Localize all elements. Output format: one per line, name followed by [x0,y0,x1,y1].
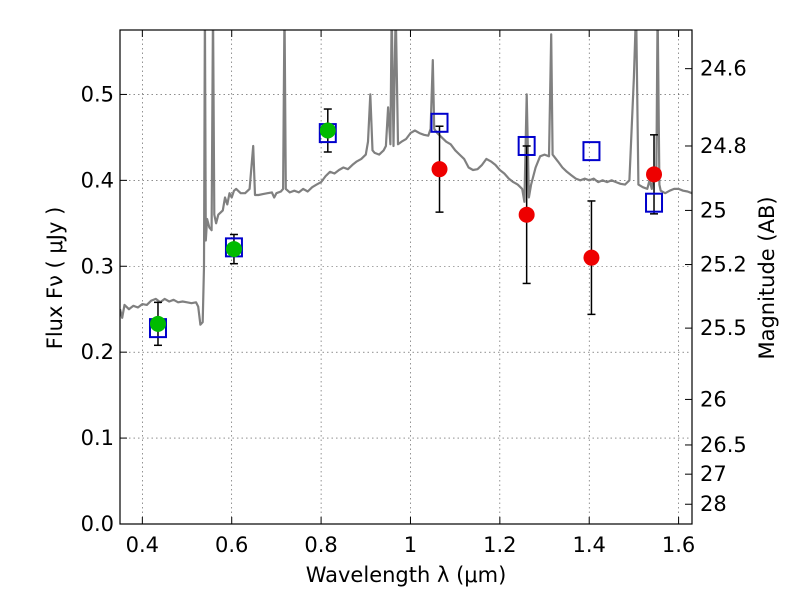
mag-tick-label: 24.8 [700,134,747,158]
plot-frame [119,29,693,525]
y-tick-label: 0.5 [81,82,114,106]
optical-data-point [225,241,242,258]
mag-tick-label: 26.5 [700,433,747,457]
mag-tick-label: 24.6 [700,57,747,81]
mag-tick-label: 25 [700,198,727,222]
y-tick-label: 0.2 [81,340,114,364]
y-tick-label: 0.1 [81,426,114,450]
y-tick-label: 0.0 [81,512,114,536]
x-tick-label: 1.6 [662,533,695,557]
mag-tick-label: 25.2 [700,253,747,277]
y-axis-label: Flux Fν ( μJy ) [43,207,67,350]
x-tick-label: 0.6 [215,533,248,557]
axes-layer: 0.4 0.6 0.8 1 1.2 1.4 1.6 0.0 0.1 0.2 0.3 0.4 0.5 24.… [81,29,747,557]
right-axis-label: Magnitude (AB) [755,196,779,359]
nir-data-point [646,166,663,183]
x-tick-label: 1 [404,533,417,557]
mag-tick-label: 27 [700,462,727,486]
x-tick-label: 0.4 [126,533,159,557]
x-tick-label: 1.2 [483,533,516,557]
y-tick-label: 0.3 [81,254,114,278]
model-photometry-square [582,141,601,162]
nir-data-point [583,249,600,266]
nir-data-point [431,161,448,178]
spectrum-line [120,30,692,326]
nir-data-point [518,206,535,223]
model-photometry-square [645,192,664,213]
x-tick-label: 0.8 [304,533,337,557]
optical-data-point [319,122,336,139]
x-tick-label: 1.4 [573,533,606,557]
y-tick-label: 0.4 [81,168,114,192]
mag-tick-label: 25.5 [700,316,747,340]
model-photometry-square [517,135,536,156]
optical-data-point [149,315,166,332]
x-axis-label: Wavelength λ (μm) [306,563,507,587]
mag-tick-label: 26 [700,387,727,411]
model-photometry-square [430,112,449,133]
data-layer [120,30,692,347]
mag-tick-label: 28 [700,492,727,516]
